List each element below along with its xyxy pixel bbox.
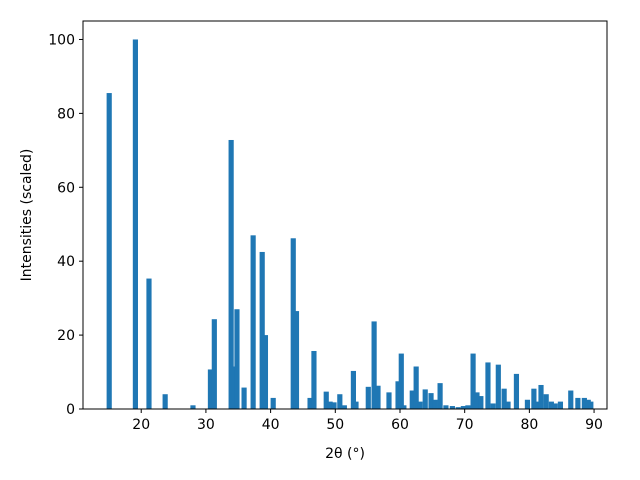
bar [449,406,455,409]
bar [568,390,574,409]
x-tick-label: 80 [520,417,538,433]
bar [250,235,256,409]
bar [211,319,217,409]
bar [262,335,269,409]
bar [428,393,434,409]
bar [455,407,461,409]
bar [323,391,329,409]
bar [386,392,392,409]
bar [581,397,587,409]
bar [557,401,564,409]
bar [538,384,544,409]
bar [331,402,337,409]
bar [307,397,313,409]
y-tick-label: 80 [57,106,75,122]
x-tick-label: 70 [456,417,474,433]
bar [485,362,491,409]
bar [588,401,594,409]
x-tick-label: 20 [132,417,150,433]
bar [327,401,333,409]
bar [337,394,343,409]
bar [190,405,196,409]
x-tick-label: 90 [585,417,603,433]
y-tick-label: 100 [48,32,75,48]
bar [311,350,317,409]
bar [162,394,168,409]
y-tick-label: 0 [66,402,75,418]
bar [259,251,265,409]
y-tick-label: 40 [57,254,75,270]
bar [422,389,428,409]
bar [106,93,112,410]
y-axis-label: Intensities (scaled) [19,149,35,282]
bar [290,238,296,409]
bar [401,405,407,409]
bar [241,387,247,409]
bar [531,388,537,409]
x-tick-label: 40 [262,417,280,433]
bar [293,311,300,409]
bar [365,386,371,409]
x-axis-label: 2θ (°) [325,446,365,462]
x-tick-label: 30 [197,417,215,433]
bar [535,401,542,409]
bar [474,392,480,409]
bar [505,401,511,409]
bar [413,366,419,409]
bar [409,390,415,409]
bar [543,394,549,409]
bar [470,353,476,409]
bar [465,405,471,409]
bar [146,278,152,409]
bar [460,406,466,409]
bar [495,364,501,409]
bar [350,370,356,409]
bar [341,405,347,409]
bar [417,401,423,409]
bar [524,399,531,409]
bar [132,39,138,409]
bar [437,383,443,409]
y-tick-label: 20 [57,328,75,344]
bar [270,397,276,409]
bar [478,396,484,409]
bar [398,353,404,409]
bar [371,321,377,409]
y-tick-label: 60 [57,180,75,196]
bar [552,403,558,409]
plot-frame [82,20,608,410]
bar [443,405,449,409]
x-tick-label: 50 [326,417,344,433]
bar [490,403,496,409]
bar [395,381,401,409]
bar [228,139,234,409]
bar [207,369,214,409]
bar [432,399,438,409]
bar [575,397,581,409]
bar [353,401,359,409]
bar [513,373,520,409]
x-tick-label: 60 [391,417,409,433]
bar [548,401,554,409]
bar [501,388,507,409]
bar [234,309,240,409]
bar [375,385,381,409]
